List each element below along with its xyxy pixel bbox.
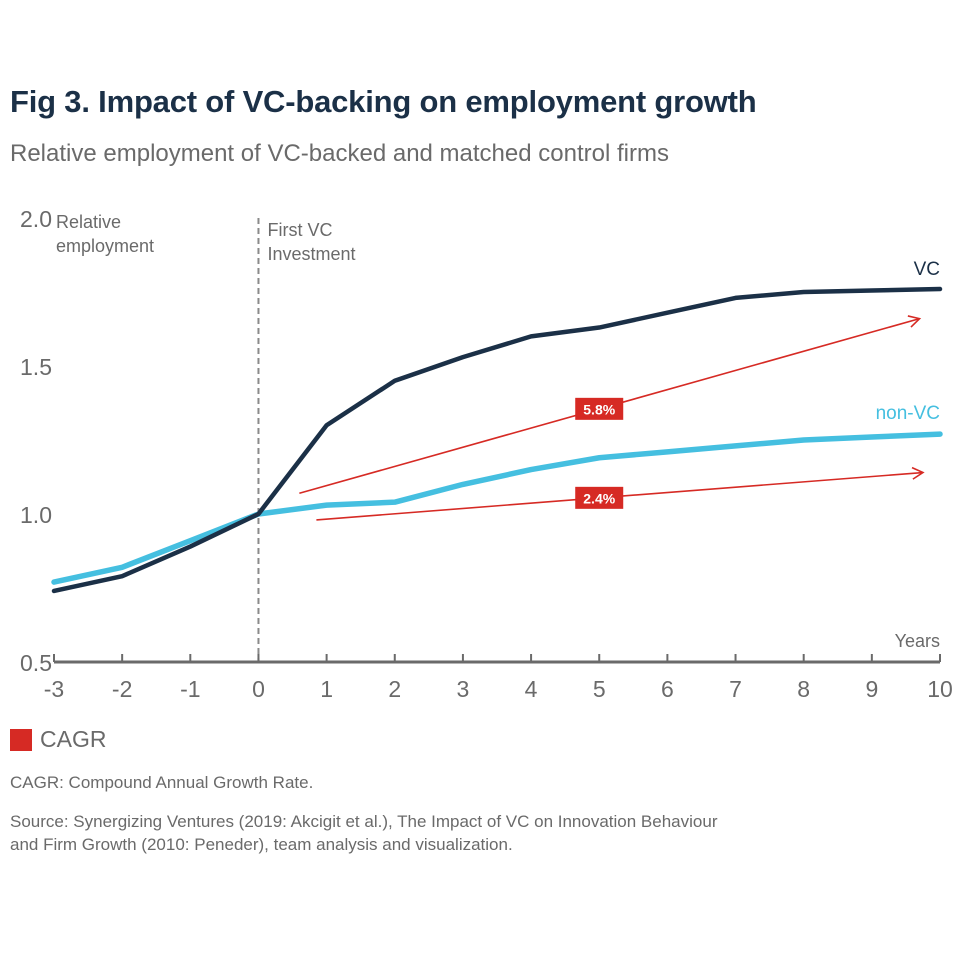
series-label-vc: VC [914,259,940,280]
legend-swatch-cagr [10,728,32,751]
y-axis-ticks: 2.0 1.5 1.0 0.5 [20,206,52,676]
footnote: CAGR: Compound Annual Growth Rate. [10,773,314,792]
cagr-label-box [575,397,624,420]
source-line-1: Source: Synergizing Ventures (2019: Akci… [10,812,718,831]
event-label-line1: First VC [267,220,332,240]
x-tick-label: 6 [661,676,674,702]
y-tick-label: 1.0 [20,502,52,528]
event-label-line2: Investment [267,244,355,264]
x-tick-label: -3 [44,676,64,702]
y-tick-label: 1.5 [20,354,52,380]
legend-label-cagr: CAGR [40,726,107,752]
series-labels: VC non-VC [876,259,940,424]
x-tick-label: 2 [388,676,401,702]
x-tick-label: -2 [112,676,132,702]
cagr-label: 2.4% [583,490,615,506]
y-tick-label: 0.5 [20,650,52,676]
x-tick-label: 8 [797,676,810,702]
chart-subtitle: Relative employment of VC-backed and mat… [10,140,669,167]
legend: CAGR [10,726,106,753]
x-tick-label: 4 [525,676,538,702]
x-tick-label: 7 [729,676,742,702]
chart-title: Fig 3. Impact of VC-backing on employmen… [10,84,757,119]
y-axis-label-line2: employment [56,236,154,256]
x-tick-label: 10 [927,676,953,702]
x-tick-label: 9 [865,676,878,702]
x-axis-ticks: -3 -2 -1 0 1 2 3 4 5 6 7 8 9 10 [44,654,953,702]
series-line-non-vc [51,431,943,585]
x-tick-label: 5 [593,676,606,702]
y-tick-label: 2.0 [20,206,52,232]
x-tick-label: 1 [320,676,333,702]
cagr-label: 5.8% [583,401,615,417]
x-tick-label: 0 [252,676,265,702]
series-label-non-vc: non-VC [876,403,940,424]
source-note: Source: Synergizing Ventures (2019: Akci… [10,810,930,856]
x-tick-label: 3 [457,676,470,702]
cagr-label-box [575,486,624,509]
x-tick-label: -1 [180,676,200,702]
arrowhead-icon [911,466,925,480]
source-line-2: and Firm Growth (2010: Peneder), team an… [10,835,513,854]
x-axis-label: Years [895,631,940,651]
y-axis-label-line1: Relative [56,212,121,232]
series-lines [51,286,943,594]
cagr-arrows: 5.8% 2.4% [299,315,925,521]
series-line-vc [51,286,943,594]
arrowhead-icon [907,315,922,328]
